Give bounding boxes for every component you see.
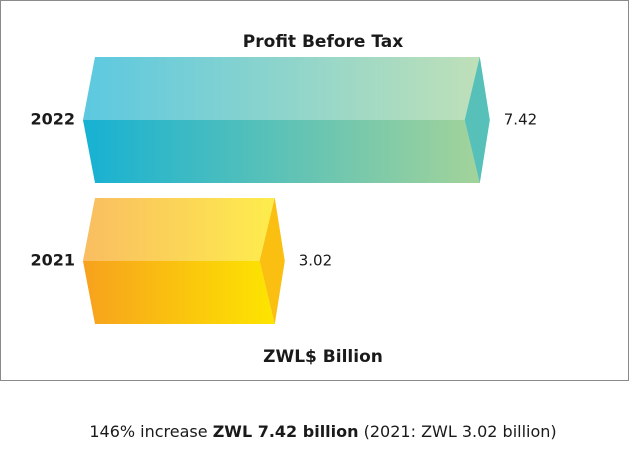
bar-end-cap: [464, 57, 490, 183]
bar-end-cap-tint: [464, 57, 490, 183]
value-label: 3.02: [299, 252, 332, 270]
y-tick-label: 2021: [30, 251, 75, 270]
caption-suffix: (2021: ZWL 3.02 billion): [364, 422, 557, 441]
bar-end-cap: [259, 198, 285, 324]
caption: 146% increase ZWL 7.42 billion (2021: ZW…: [89, 422, 556, 441]
chart-title: Profit Before Tax: [243, 32, 403, 52]
caption-highlight: ZWL 7.42 billion: [213, 422, 359, 441]
x-axis-label: ZWL$ Billion: [263, 347, 383, 367]
bar-lower-face: [83, 261, 275, 324]
bar-upper-sheen: [83, 57, 480, 120]
bar: [83, 57, 490, 183]
y-tick-label: 2022: [30, 110, 75, 129]
bar-end-cap-tint: [259, 198, 285, 324]
value-label: 7.42: [504, 111, 537, 129]
bar-upper-face: [83, 57, 480, 120]
bar-upper-face: [83, 198, 275, 261]
bar: [83, 198, 285, 324]
caption-prefix: 146% increase: [89, 422, 207, 441]
bar-upper-sheen: [83, 198, 275, 261]
bar-lower-face: [83, 120, 480, 183]
bars: [83, 57, 490, 324]
